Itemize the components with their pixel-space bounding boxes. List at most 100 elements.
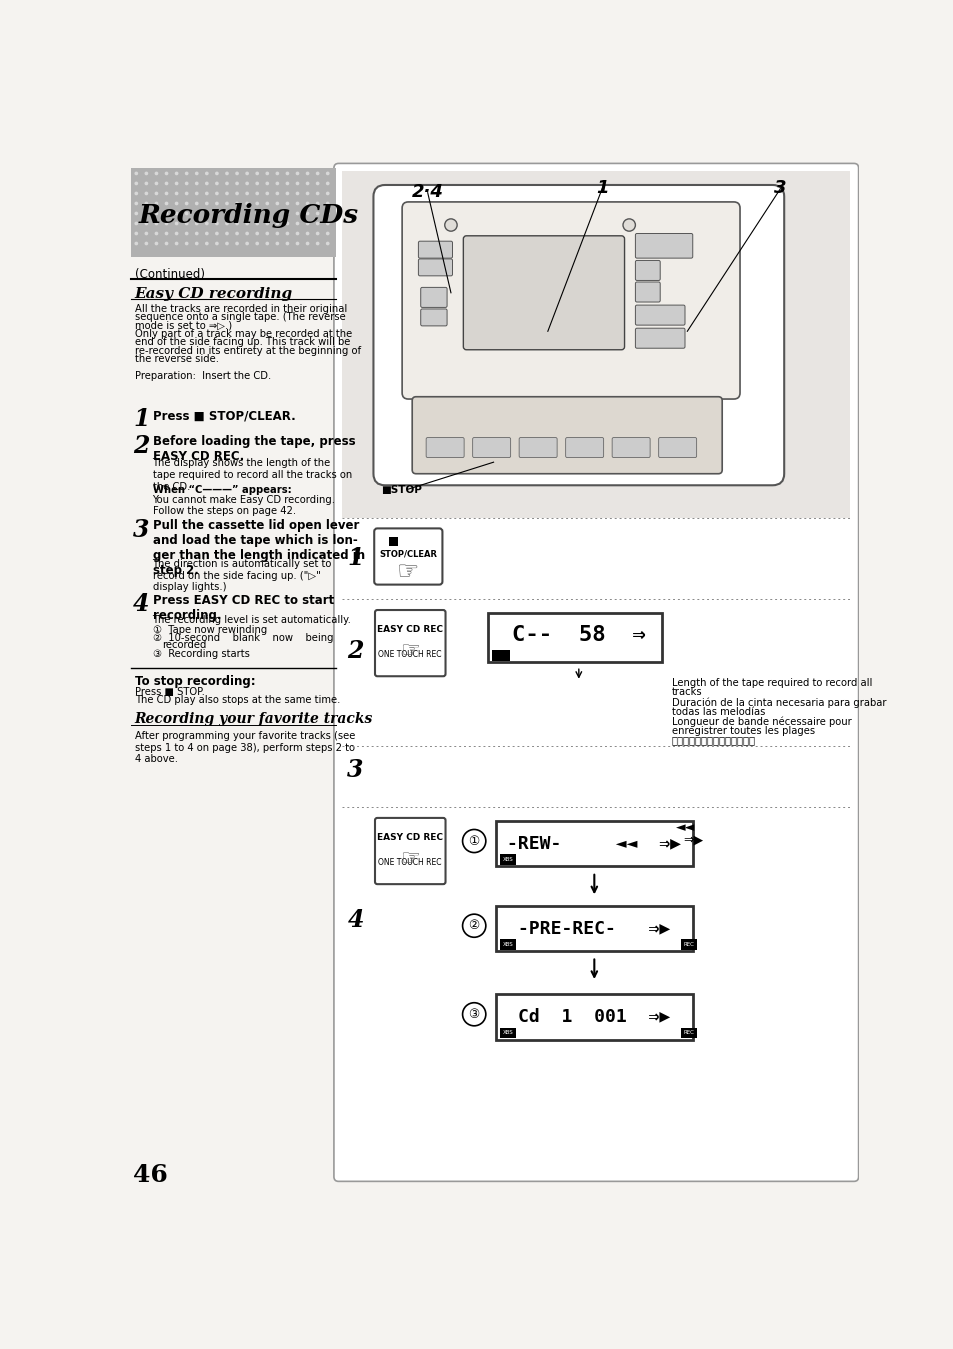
Circle shape	[444, 219, 456, 231]
Circle shape	[206, 232, 208, 235]
Text: Length of the tape required to record all: Length of the tape required to record al…	[671, 677, 871, 688]
Text: XBS: XBS	[502, 1031, 513, 1036]
Circle shape	[296, 212, 298, 214]
Text: C--  58  ⇒: C-- 58 ⇒	[512, 626, 645, 645]
Text: Press ■ STOP.: Press ■ STOP.	[134, 687, 204, 697]
FancyBboxPatch shape	[418, 241, 452, 258]
Circle shape	[246, 232, 248, 235]
Text: 1: 1	[347, 546, 363, 571]
Circle shape	[145, 173, 148, 174]
Circle shape	[165, 212, 168, 214]
Text: 2·4: 2·4	[412, 183, 443, 201]
Circle shape	[175, 232, 177, 235]
Circle shape	[306, 193, 309, 194]
Circle shape	[235, 243, 238, 244]
Text: ONE TOUCH REC: ONE TOUCH REC	[377, 650, 441, 660]
Circle shape	[165, 182, 168, 185]
Circle shape	[296, 223, 298, 225]
Circle shape	[215, 243, 218, 244]
Text: To stop recording:: To stop recording:	[134, 676, 255, 688]
Text: The CD play also stops at the same time.: The CD play also stops at the same time.	[134, 696, 340, 706]
Circle shape	[195, 173, 197, 174]
Text: 46: 46	[133, 1163, 168, 1187]
Text: 4: 4	[133, 592, 150, 616]
Bar	[389, 537, 397, 546]
Text: XBS: XBS	[502, 942, 513, 947]
Circle shape	[246, 223, 248, 225]
Circle shape	[326, 223, 329, 225]
Circle shape	[185, 193, 188, 194]
Circle shape	[145, 182, 148, 185]
Circle shape	[206, 212, 208, 214]
Circle shape	[266, 193, 268, 194]
Circle shape	[296, 232, 298, 235]
Circle shape	[316, 243, 318, 244]
Circle shape	[185, 232, 188, 235]
Circle shape	[266, 182, 268, 185]
Circle shape	[145, 193, 148, 194]
FancyBboxPatch shape	[635, 328, 684, 348]
FancyBboxPatch shape	[472, 437, 510, 457]
FancyBboxPatch shape	[658, 437, 696, 457]
Text: re-recorded in its entirety at the beginning of: re-recorded in its entirety at the begin…	[134, 345, 360, 356]
Circle shape	[206, 223, 208, 225]
Circle shape	[306, 173, 309, 174]
Text: ②  10-second    blank    now    being: ② 10-second blank now being	[152, 633, 333, 643]
FancyBboxPatch shape	[426, 437, 464, 457]
Circle shape	[175, 173, 177, 174]
Circle shape	[135, 243, 137, 244]
Circle shape	[306, 223, 309, 225]
Circle shape	[185, 173, 188, 174]
Circle shape	[215, 212, 218, 214]
Circle shape	[145, 232, 148, 235]
Circle shape	[276, 202, 278, 205]
Circle shape	[326, 232, 329, 235]
Text: end of the side facing up. This track will be: end of the side facing up. This track wi…	[134, 337, 350, 348]
Circle shape	[165, 232, 168, 235]
Circle shape	[296, 193, 298, 194]
Circle shape	[316, 193, 318, 194]
Text: ☞: ☞	[399, 641, 419, 661]
Text: ①: ①	[468, 835, 479, 847]
Circle shape	[215, 182, 218, 185]
Circle shape	[226, 232, 228, 235]
Text: tracks: tracks	[671, 688, 701, 697]
Circle shape	[316, 232, 318, 235]
FancyBboxPatch shape	[375, 817, 445, 884]
Circle shape	[255, 193, 258, 194]
Circle shape	[135, 182, 137, 185]
Circle shape	[276, 173, 278, 174]
Text: ■STOP: ■STOP	[381, 486, 421, 495]
Circle shape	[296, 182, 298, 185]
Text: -REW-     ◄◄  ⇒▶: -REW- ◄◄ ⇒▶	[507, 834, 680, 853]
Circle shape	[175, 243, 177, 244]
Text: EASY CD REC: EASY CD REC	[376, 834, 442, 842]
FancyBboxPatch shape	[463, 236, 624, 349]
FancyBboxPatch shape	[402, 202, 740, 399]
Circle shape	[195, 223, 197, 225]
Circle shape	[255, 182, 258, 185]
Circle shape	[185, 223, 188, 225]
Circle shape	[266, 173, 268, 174]
Text: 1: 1	[133, 407, 150, 430]
Circle shape	[306, 212, 309, 214]
FancyBboxPatch shape	[565, 437, 603, 457]
Text: recorded: recorded	[162, 639, 206, 650]
Circle shape	[215, 173, 218, 174]
Text: XBS: XBS	[495, 653, 507, 658]
Circle shape	[316, 173, 318, 174]
Circle shape	[145, 223, 148, 225]
Circle shape	[185, 212, 188, 214]
Circle shape	[276, 243, 278, 244]
Circle shape	[135, 173, 137, 174]
FancyBboxPatch shape	[334, 163, 858, 1182]
Circle shape	[155, 223, 157, 225]
Circle shape	[326, 202, 329, 205]
Circle shape	[145, 243, 148, 244]
Circle shape	[206, 173, 208, 174]
FancyBboxPatch shape	[420, 287, 447, 308]
Circle shape	[316, 212, 318, 214]
Circle shape	[326, 173, 329, 174]
Circle shape	[145, 212, 148, 214]
Circle shape	[135, 232, 137, 235]
